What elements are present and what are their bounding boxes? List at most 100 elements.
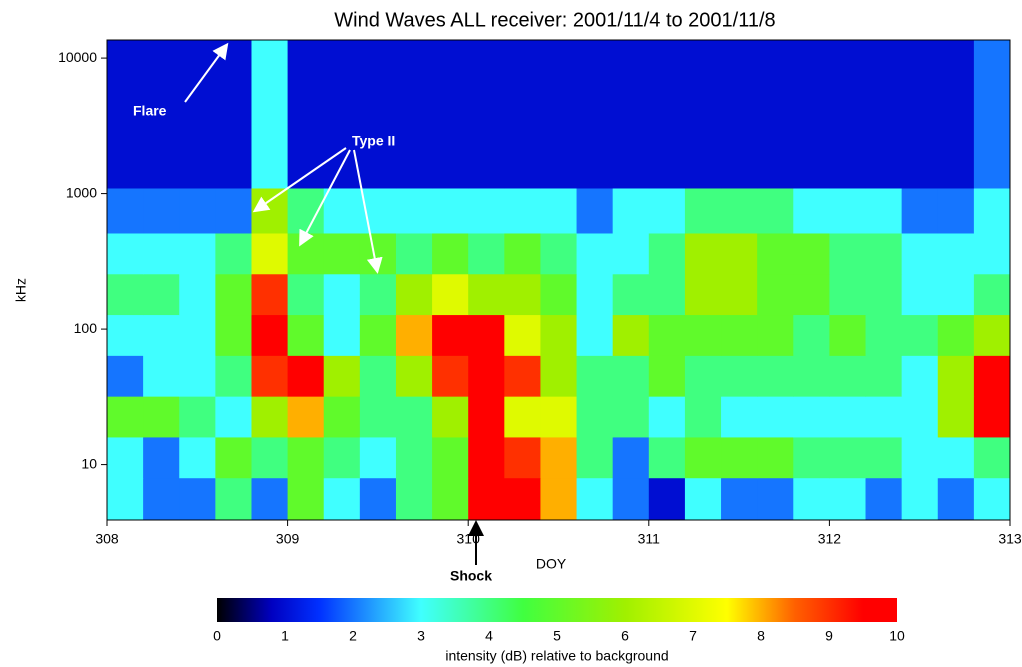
heatmap-cell [829, 436, 867, 479]
heatmap-cell [829, 232, 867, 275]
heatmap-cell [540, 314, 578, 356]
heatmap-cell [251, 314, 289, 356]
heatmap-cell [648, 273, 686, 316]
heatmap-cell [504, 355, 541, 397]
heatmap-cell [215, 477, 252, 521]
heatmap-cell [107, 232, 144, 275]
heatmap-cell [143, 273, 180, 316]
heatmap-cell [684, 314, 722, 356]
heatmap-cell [179, 355, 216, 397]
heatmap-cell [612, 40, 650, 189]
heatmap-cell [684, 477, 722, 521]
heatmap-cell [107, 355, 144, 397]
heatmap-cell [901, 477, 939, 521]
colorbar-tick-label: 1 [281, 628, 289, 644]
heatmap-cell [323, 396, 361, 438]
heatmap-cell [865, 355, 903, 397]
heatmap-cell [612, 355, 650, 397]
heatmap-cell [612, 314, 650, 356]
heatmap-cell [251, 436, 289, 479]
heatmap-cell [793, 187, 830, 234]
x-tick-label: 310 [457, 531, 481, 547]
heatmap-cell [395, 477, 433, 521]
heatmap-cell [323, 436, 361, 479]
heatmap-cell [468, 232, 505, 275]
heatmap-cell [504, 273, 541, 316]
heatmap-cell [937, 396, 975, 438]
heatmap-cell [359, 436, 397, 479]
heatmap-cell [865, 314, 903, 356]
colorbar-tick-label: 8 [757, 628, 765, 644]
x-axis-label: DOY [536, 556, 567, 572]
heatmap-cell [829, 314, 867, 356]
heatmap-cell [504, 232, 541, 275]
heatmap-cell [107, 187, 144, 234]
x-tick-label: 311 [638, 531, 661, 547]
heatmap-cell [865, 232, 903, 275]
heatmap-cell [395, 187, 433, 234]
heatmap-cell [757, 232, 794, 275]
heatmap-cell [576, 232, 614, 275]
heatmap-cell [937, 187, 975, 234]
annotation: Shock [450, 568, 492, 584]
heatmap-cell [937, 355, 975, 397]
heatmap-cell [793, 273, 830, 316]
heatmap-cell [395, 314, 433, 356]
heatmap-cell [648, 232, 686, 275]
colorbar [217, 598, 897, 622]
heatmap-cell [251, 40, 289, 189]
colorbar-tick-label: 2 [349, 628, 357, 644]
heatmap-cell [323, 355, 361, 397]
heatmap-cell [684, 187, 722, 234]
heatmap-cell [829, 355, 867, 397]
heatmap-cell [287, 232, 325, 275]
heatmap-cell [648, 396, 686, 438]
heatmap-cell [793, 477, 830, 521]
heatmap-cell [540, 477, 578, 521]
heatmap-cell [612, 436, 650, 479]
heatmap-cell [215, 436, 252, 479]
colorbar-tick-label: 6 [621, 628, 629, 644]
heatmap-cell [540, 273, 578, 316]
heatmap-cell [359, 355, 397, 397]
heatmap-cell [973, 40, 1011, 189]
y-tick-label: 10000 [58, 49, 97, 65]
heatmap-cell [757, 477, 794, 521]
heatmap-cell [359, 232, 397, 275]
heatmap-cell [973, 355, 1011, 397]
heatmap-cell [973, 396, 1011, 438]
arrow [353, 149, 383, 274]
heatmap-cell [107, 396, 144, 438]
heatmap-cell [251, 396, 289, 438]
heatmap-cell [540, 396, 578, 438]
heatmap-cell [684, 273, 722, 316]
heatmap-cell [395, 40, 433, 189]
heatmap-cell [287, 314, 325, 356]
heatmap-cell [323, 477, 361, 521]
heatmap-cell [721, 273, 758, 316]
heatmap-cell [215, 187, 252, 234]
heatmap-cell [468, 40, 505, 189]
heatmap-cell [179, 187, 216, 234]
heatmap-cell [143, 232, 180, 275]
heatmap-cell [251, 187, 289, 234]
heatmap-cell [721, 396, 758, 438]
heatmap-cell [793, 314, 830, 356]
heatmap-cell [612, 232, 650, 275]
heatmap-cell [901, 273, 939, 316]
heatmap-cell [684, 396, 722, 438]
heatmap-cell [576, 187, 614, 234]
heatmap-cell [757, 396, 794, 438]
heatmap-cell [648, 40, 686, 189]
heatmap-cell [865, 396, 903, 438]
heatmap-cell [648, 314, 686, 356]
heatmap-cell [721, 355, 758, 397]
heatmap-cell [937, 314, 975, 356]
heatmap-cell [468, 273, 505, 316]
heatmap-cell [576, 396, 614, 438]
heatmap-cell [721, 187, 758, 234]
colorbar-tick-label: 10 [889, 628, 905, 644]
arrow [184, 42, 229, 103]
plot-frame [106, 39, 1011, 521]
